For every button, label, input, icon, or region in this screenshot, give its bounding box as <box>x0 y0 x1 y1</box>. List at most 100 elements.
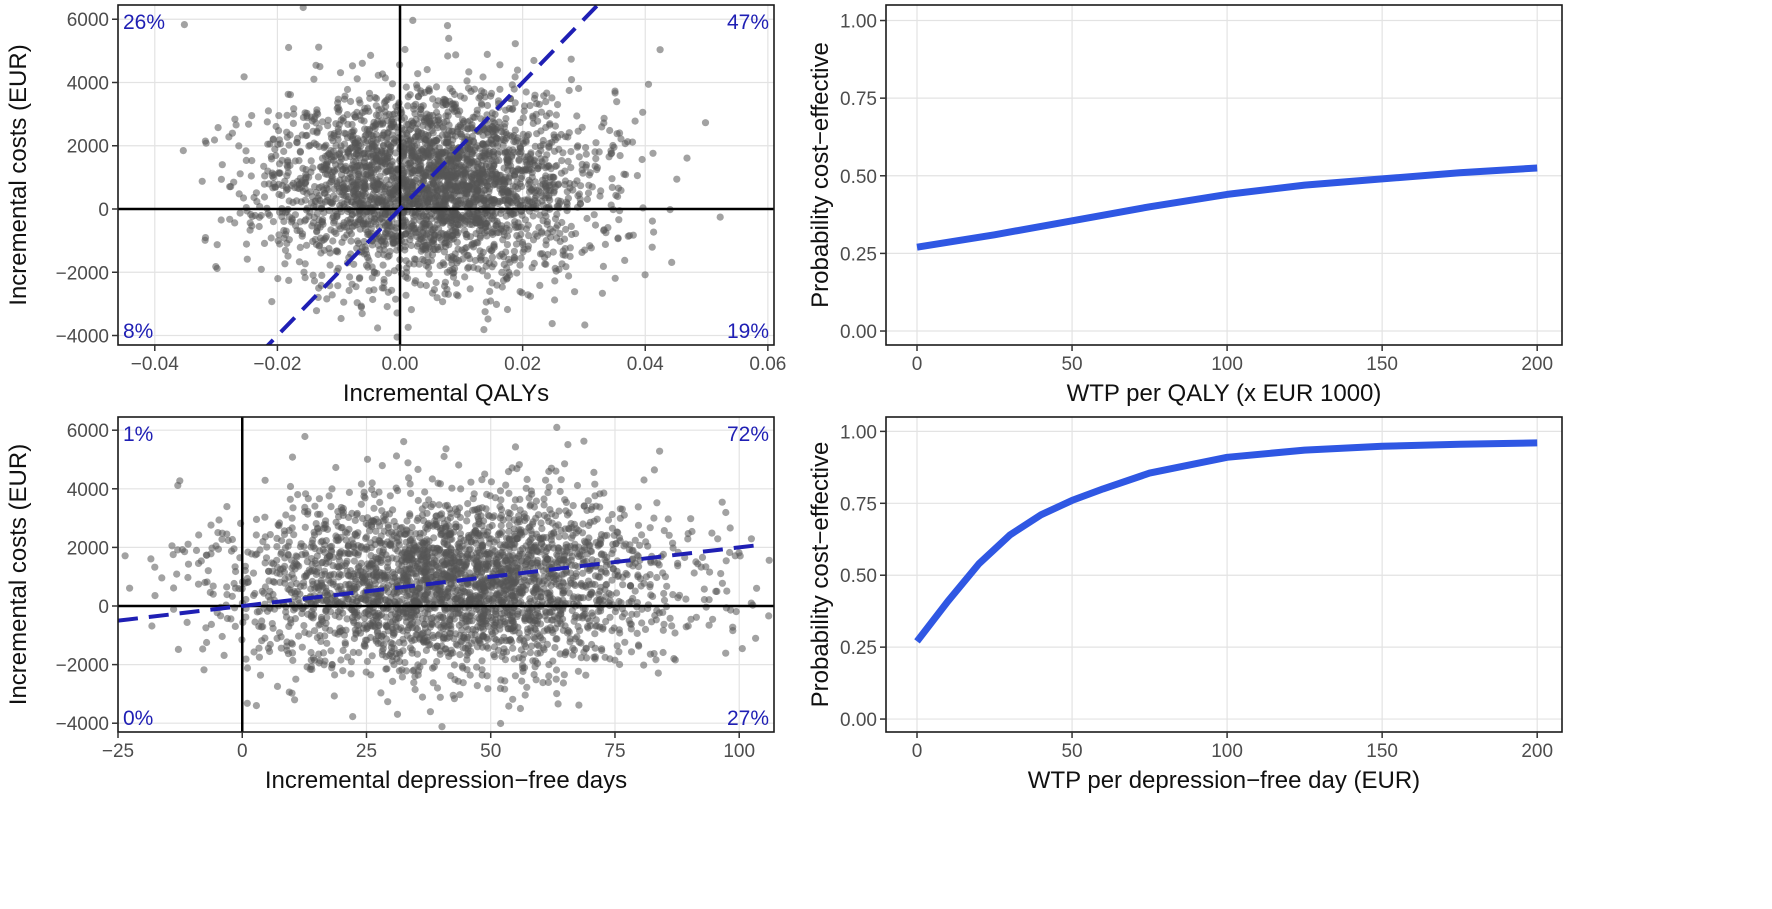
scatter-point <box>342 162 350 170</box>
scatter-point <box>365 196 373 205</box>
scatter-point <box>284 650 293 658</box>
scatter-point <box>363 657 371 666</box>
scatter-point <box>541 260 549 268</box>
scatter-point <box>449 266 457 274</box>
scatter-point <box>253 198 261 206</box>
scatter-point <box>433 216 441 224</box>
scatter-point <box>560 671 568 679</box>
scatter-point <box>597 187 605 195</box>
scatter-point <box>243 255 251 263</box>
scatter-point <box>533 649 542 658</box>
scatter-point <box>301 432 309 441</box>
scatter-point <box>301 274 309 282</box>
scatter-point <box>362 138 370 146</box>
scatter-point <box>438 723 446 731</box>
scatter-point <box>330 192 338 200</box>
scatter-point <box>616 660 624 669</box>
scatter-point <box>544 162 553 170</box>
scatter-point <box>207 620 215 629</box>
scatter-point <box>300 268 308 276</box>
scatter-point <box>258 587 266 595</box>
scatter-point <box>148 622 156 630</box>
scatter-point <box>405 474 413 482</box>
scatter-point <box>324 186 332 194</box>
scatter-point <box>404 459 412 467</box>
scatter-point <box>496 61 504 69</box>
scatter-point <box>284 163 292 171</box>
scatter-point <box>479 169 487 177</box>
scatter-point <box>533 130 541 138</box>
scatter-point <box>690 569 698 577</box>
scatter-point <box>529 236 538 244</box>
scatter-point <box>266 647 274 656</box>
scatter-point <box>516 201 525 209</box>
scatter-point <box>311 627 319 635</box>
scatter-point <box>417 247 425 255</box>
scatter-point <box>451 215 460 223</box>
scatter-point <box>488 157 496 165</box>
scatter-point <box>539 176 547 184</box>
scatter-point <box>427 215 435 223</box>
scatter-point <box>765 612 773 620</box>
scatter-point <box>474 186 482 194</box>
scatter-point <box>315 284 323 292</box>
scatter-point <box>714 535 722 543</box>
scatter-point <box>446 185 454 193</box>
scatter-point <box>553 423 561 431</box>
scatter-point <box>569 502 577 510</box>
scatter-point <box>582 150 590 158</box>
scatter-point <box>444 112 452 120</box>
scatter-point <box>440 261 448 269</box>
scatter-point <box>446 85 454 93</box>
scatter-point <box>524 242 533 250</box>
scatter-point <box>564 441 572 449</box>
scatter-point <box>567 148 575 156</box>
scatter-point <box>420 219 428 227</box>
scatter-point <box>544 489 552 497</box>
x-axis-title: WTP per QALY (x EUR 1000) <box>1067 380 1382 407</box>
scatter-point <box>289 119 297 127</box>
scatter-point <box>526 102 534 110</box>
quadrant-label-bottom-left: 8% <box>123 320 153 343</box>
scatter-point <box>538 250 546 258</box>
scatter-point <box>407 489 415 497</box>
scatter-point <box>523 132 531 140</box>
scatter-point <box>698 553 707 562</box>
scatter-point <box>372 102 380 110</box>
scatter-point <box>336 202 344 210</box>
scatter-point <box>351 516 359 525</box>
scatter-point <box>551 644 559 652</box>
scatter-point <box>566 244 574 252</box>
scatter-point <box>407 232 415 240</box>
scatter-point <box>535 223 543 232</box>
scatter-point <box>511 530 519 538</box>
y-tick-label: 1.00 <box>840 12 877 33</box>
scatter-point <box>408 523 416 532</box>
scatter-point <box>484 217 492 225</box>
scatter-point <box>343 615 351 623</box>
scatter-point <box>358 109 367 117</box>
scatter-point <box>641 271 649 279</box>
scatter-point <box>286 131 294 139</box>
scatter-point <box>571 581 579 590</box>
scatter-point <box>257 211 265 220</box>
scatter-point <box>183 618 191 627</box>
scatter-point <box>497 496 505 504</box>
scatter-point <box>550 189 558 197</box>
scatter-point <box>231 115 239 123</box>
scatter-point <box>310 213 318 221</box>
scatter-point <box>669 591 677 599</box>
scatter-point <box>276 629 284 637</box>
scatter-point <box>402 83 410 91</box>
scatter-point <box>527 149 535 157</box>
scatter-point <box>284 185 292 193</box>
scatter-point <box>453 231 461 239</box>
scatter-point <box>513 269 521 277</box>
scatter-point <box>469 137 477 145</box>
scatter-point <box>381 108 389 116</box>
scatter-point <box>362 668 370 676</box>
ce-plane-qaly-panel: 26% 47%8% 19%−0.04 −0.02 0.00 0.02 0.04 0.06−40… <box>5 4 786 407</box>
scatter-point <box>559 247 567 255</box>
scatter-point <box>168 542 176 550</box>
scatter-point <box>353 75 361 83</box>
